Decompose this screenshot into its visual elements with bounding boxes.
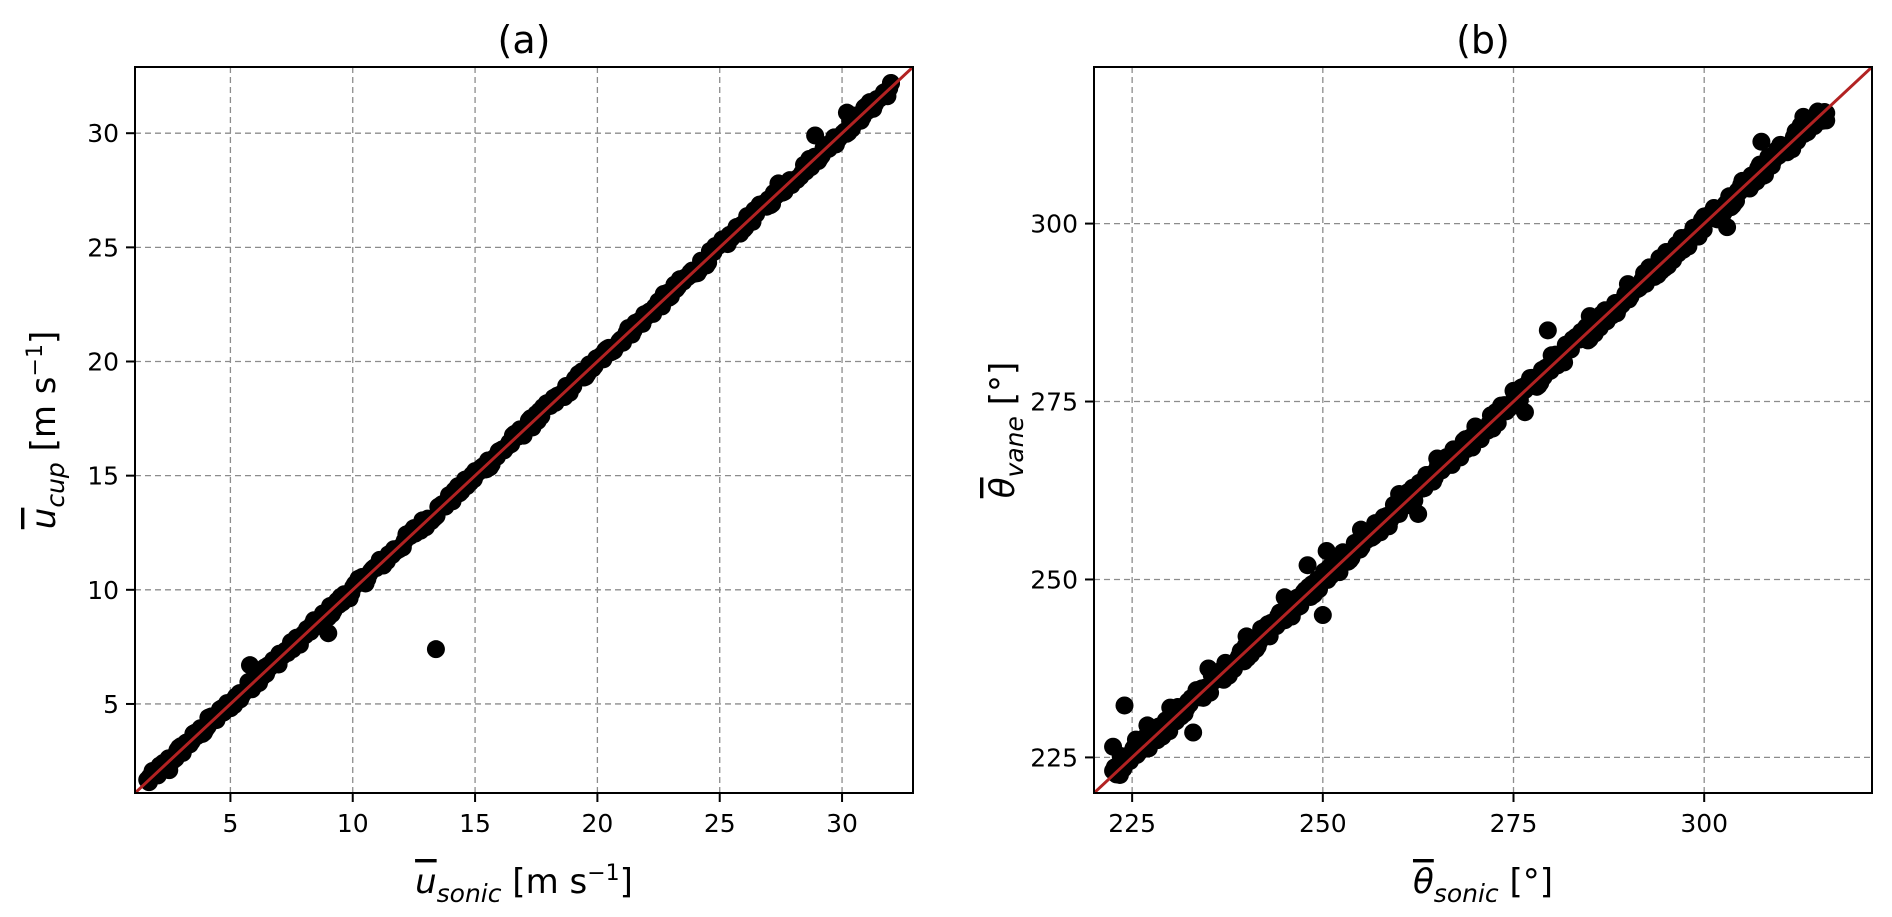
scatter-point [160,761,179,780]
scatter-point [527,405,546,424]
scatter-point [1111,746,1130,765]
y-tick-label: 20 [87,348,119,377]
scatter-point [1718,218,1737,237]
scatter-point [1515,403,1534,422]
scatter-point [231,690,250,709]
scatter-point [881,73,900,92]
panel-a: 5 10 15 20 25 30 5 10 15 20 25 30 (a) usonic [m s−1] u… [23,18,914,908]
plot-area [1094,67,1872,793]
plot-area [135,67,913,793]
axes-frame [134,66,914,794]
y-tick-label: 30 [87,119,119,148]
x-tick-label: 10 [337,809,369,838]
reference-line [1094,67,1872,793]
panel-b: 225 250 275 300 225 250 275 300 (b) θsonic [°] θva… [983,18,1873,908]
x-axis-label: θsonic [°] [1413,862,1553,908]
scatter-point [1184,723,1203,742]
x-tick-label: 20 [581,809,613,838]
x-tick-label: 275 [1490,809,1538,838]
scatter-point [319,624,338,643]
scatter-point [713,231,732,250]
scatter-point [769,174,788,193]
scatter-point [1298,556,1317,575]
x-tick-label: 30 [826,809,858,838]
x-tick-label: 300 [1680,809,1728,838]
scatter-point [240,656,259,675]
scatter-point [1115,696,1134,715]
scatter-point [404,519,423,538]
scatter-point [1275,588,1294,607]
scatter-point [1161,698,1180,717]
x-tick-label: 5 [222,809,238,838]
x-tick-label: 250 [1299,809,1347,838]
x-tick-label: 15 [459,809,491,838]
x-tick-label: 25 [704,809,736,838]
reference-line [135,67,913,793]
panel-title: (b) [1456,18,1510,62]
scatter-point [857,96,876,115]
scatter-point [1428,449,1447,468]
scatter-point [466,462,485,481]
y-axis-label: θvane [°] [983,362,1029,499]
y-tick-label: 225 [1030,743,1078,772]
axes-frame [1093,66,1873,794]
scatter-point [1390,485,1409,504]
y-tick-label: 5 [103,690,119,719]
scatter-point [1237,627,1256,646]
y-tick-label: 250 [1030,565,1078,594]
scatter-point [1351,520,1370,539]
scatter-point [1538,321,1557,340]
x-axis-label: usonic [m s−1] [415,861,633,908]
scatter-point [1138,716,1157,735]
scatter-point [1313,606,1332,625]
scatter-point [1519,374,1538,393]
y-tick-label: 275 [1030,388,1078,417]
scatter-point [270,644,289,663]
panel-title: (a) [498,18,551,62]
scatter-point [1317,542,1336,560]
scatter-point [1580,307,1599,326]
scatter-point [426,640,445,659]
scatter-point [1199,659,1218,678]
scatter-point [1771,139,1790,158]
scatter-point [1752,132,1771,151]
y-tick-label: 300 [1030,210,1078,239]
scatter-point [255,658,274,677]
y-axis-label: ucup [m s−1] [23,331,70,529]
scatter-point [1126,730,1145,749]
scatter-point [1409,504,1428,523]
y-tick-label: 25 [87,233,119,262]
scatter-point [837,103,856,122]
y-tick-label: 10 [87,576,119,605]
scatter-point [1794,107,1813,126]
x-tick-label: 225 [1108,809,1156,838]
scatter-point [806,126,825,145]
y-tick-label: 15 [87,462,119,491]
